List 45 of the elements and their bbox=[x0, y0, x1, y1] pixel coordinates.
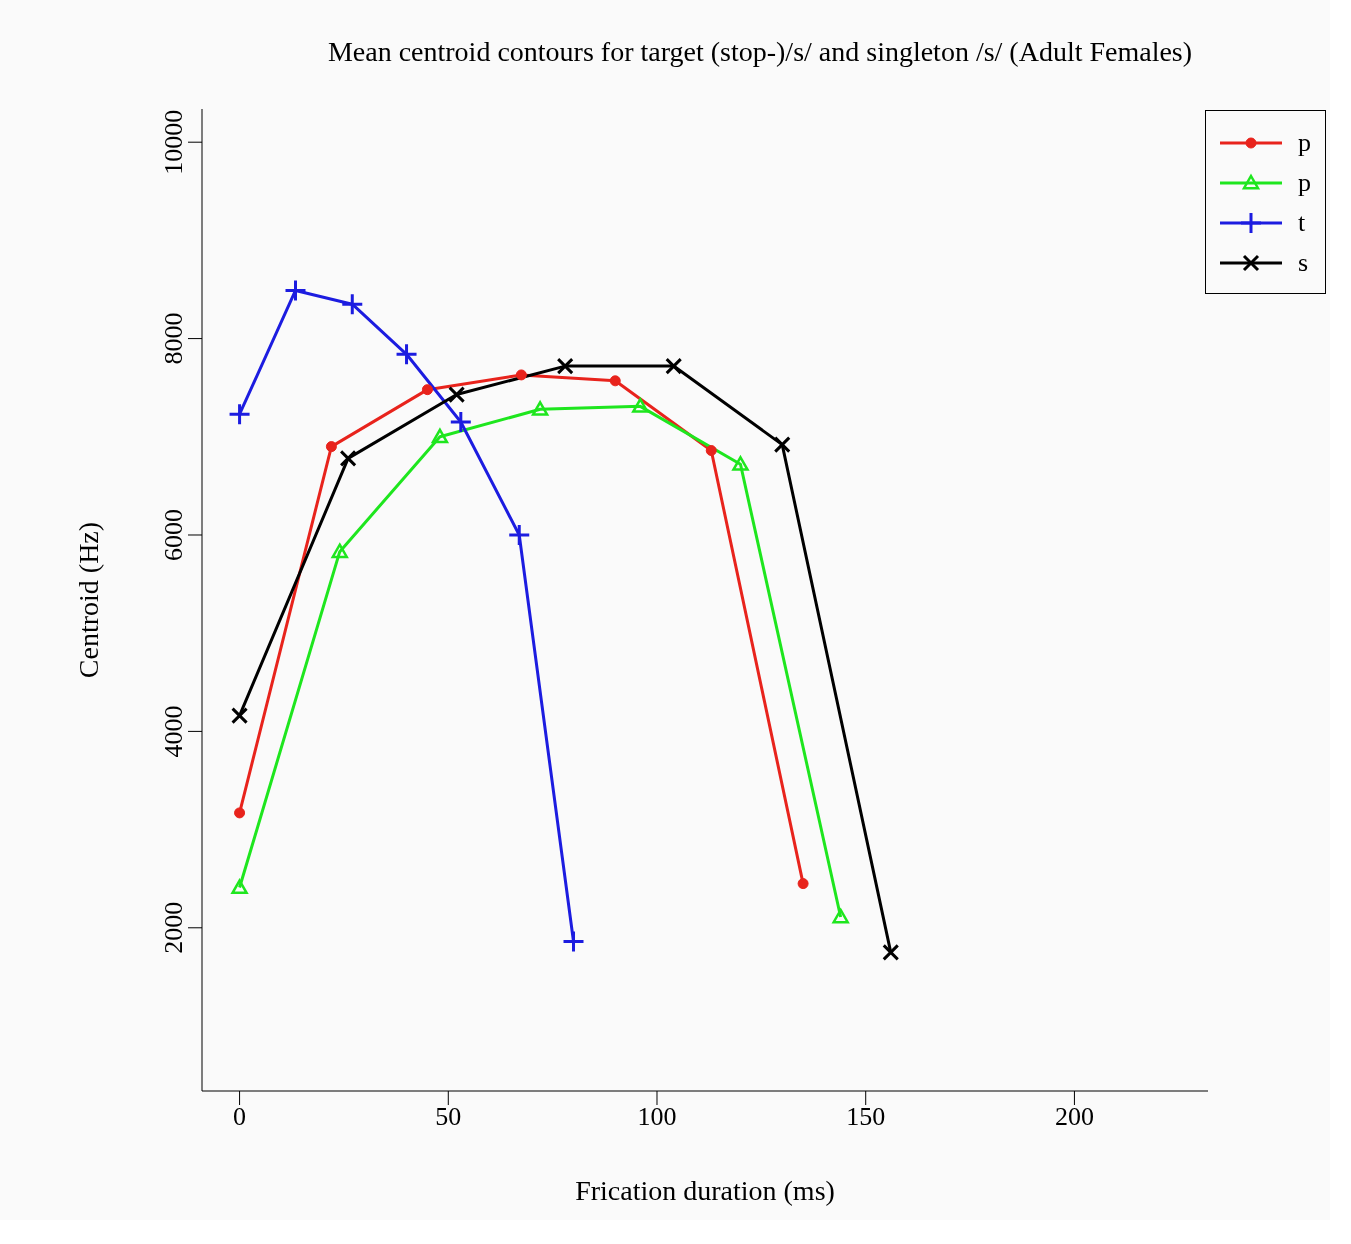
point bbox=[234, 807, 246, 819]
legend-label: p bbox=[1298, 128, 1311, 158]
point bbox=[507, 523, 531, 547]
point bbox=[531, 401, 549, 416]
point bbox=[449, 410, 473, 434]
y-tick-label: 2000 bbox=[159, 901, 188, 954]
x-axis-title: Frication duration (ms) bbox=[575, 1175, 835, 1206]
point bbox=[231, 879, 248, 895]
x-tick-label: 150 bbox=[846, 1102, 886, 1132]
point bbox=[562, 930, 586, 954]
point bbox=[448, 386, 466, 404]
point bbox=[882, 943, 900, 961]
legend-label: t bbox=[1298, 208, 1306, 238]
point bbox=[773, 436, 791, 454]
x-tick-label: 200 bbox=[1054, 1102, 1094, 1132]
y-tick-label: 8000 bbox=[159, 312, 188, 365]
point bbox=[515, 369, 527, 381]
point bbox=[431, 428, 449, 444]
point bbox=[284, 278, 307, 302]
point bbox=[331, 543, 348, 559]
point bbox=[421, 384, 433, 396]
point bbox=[395, 342, 419, 366]
y-tick-label: 4000 bbox=[159, 705, 188, 758]
point bbox=[732, 456, 749, 471]
point bbox=[340, 292, 364, 316]
point bbox=[705, 445, 717, 457]
point bbox=[632, 398, 649, 413]
point bbox=[325, 441, 337, 453]
y-axis-title: Centroid (Hz) bbox=[72, 521, 104, 679]
point bbox=[797, 878, 809, 890]
y-tick-label: 6000 bbox=[159, 508, 188, 561]
point bbox=[556, 357, 574, 375]
x-tick-label: 0 bbox=[233, 1102, 247, 1132]
x-tick-label: 50 bbox=[435, 1102, 462, 1132]
point bbox=[832, 908, 849, 924]
legend-label: p bbox=[1298, 168, 1311, 198]
point bbox=[665, 357, 683, 375]
point bbox=[609, 375, 621, 387]
point bbox=[339, 449, 357, 467]
y-tick-label: 10000 bbox=[159, 109, 188, 175]
point bbox=[228, 402, 252, 426]
legend-label: s bbox=[1298, 248, 1309, 278]
point bbox=[231, 707, 249, 725]
chart-title: Mean centroid contours for target (stop-)/s/ and singleton /s/ (Adult Females) bbox=[326, 36, 1194, 68]
x-tick-label: 100 bbox=[637, 1102, 677, 1132]
